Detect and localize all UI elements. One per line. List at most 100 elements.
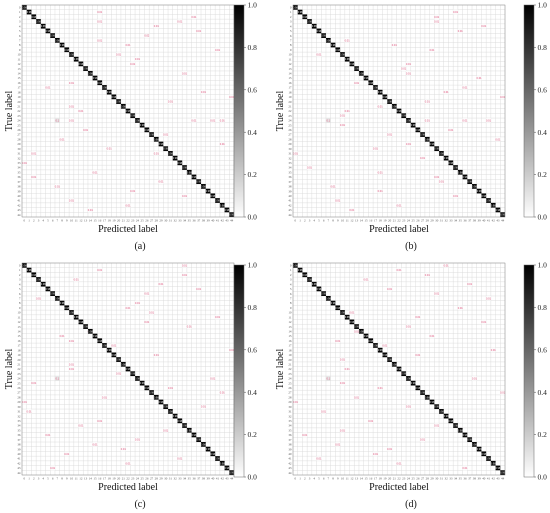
x-tick-label: 13 (355, 219, 359, 223)
cell-value-label: 0.01 (45, 433, 51, 437)
diagonal-cell (396, 108, 402, 114)
cell-value-label: 0.01 (335, 199, 341, 203)
y-tick-label: 37 (288, 438, 292, 442)
diagonal-value-label: 0.98 (145, 129, 150, 132)
y-tick-label: 19 (288, 95, 292, 99)
cell-value-label: 0.01 (462, 118, 468, 122)
cell-value-label: 0.01 (201, 405, 207, 409)
y-tick-label: 24 (17, 377, 21, 381)
diagonal-value-label: 0.98 (354, 326, 359, 329)
x-tick-label: 7 (57, 219, 59, 223)
off-diagonal-cell (406, 141, 411, 147)
off-diagonal-cell (415, 352, 421, 358)
off-diagonal-cell (420, 437, 425, 443)
x-tick-label: 2 (304, 477, 306, 481)
x-tick-label: 35 (188, 219, 192, 223)
diagonal-cell (54, 37, 60, 43)
colorbar (233, 4, 245, 218)
y-tick-label: 9 (290, 306, 292, 310)
diagonal-value-label: 0.98 (149, 134, 154, 137)
x-tick-label: 29 (159, 219, 163, 223)
x-tick-label: 32 (445, 477, 449, 481)
colorbar-tick-label: 0.4 (538, 128, 548, 137)
off-diagonal-cell (387, 446, 392, 452)
diagonal-cell (215, 456, 220, 461)
diagonal-cell (481, 193, 487, 199)
diagonal-value-label: 0.98 (406, 377, 411, 380)
cell-value-label: 0.01 (462, 85, 468, 89)
x-tick-label: 12 (79, 219, 83, 223)
diagonal-value-label: 0.98 (307, 21, 312, 24)
x-tick-label: 10 (70, 477, 74, 481)
x-tick-label: 21 (122, 477, 126, 481)
diagonal-cell (229, 470, 234, 475)
colorbar-tick-label: 0.2 (538, 170, 548, 179)
y-tick-label: 22 (17, 109, 21, 113)
y-axis-title: True label (4, 349, 15, 390)
diagonal-value-label: 0.98 (448, 420, 453, 423)
diagonal-cell (224, 465, 230, 471)
diagonal-cell (97, 338, 103, 344)
diagonal-cell (172, 155, 178, 161)
x-tick-label: 32 (174, 219, 178, 223)
diagonal-cell (102, 85, 107, 90)
off-diagonal-cell (163, 132, 169, 137)
y-tick-label: 14 (288, 71, 292, 75)
diagonal-cell (424, 136, 430, 142)
off-diagonal-cell (87, 207, 93, 213)
cell-value-label: 0.01 (500, 391, 506, 395)
x-tick-label: 30 (164, 477, 168, 481)
diagonal-value-label: 0.98 (383, 354, 388, 357)
y-tick-label: 11 (17, 315, 20, 319)
diagonal-value-label: 0.98 (416, 387, 421, 390)
off-diagonal-cell (415, 314, 421, 320)
panel-b: 0.010.010.010.010.010.010.010.010.010.01… (275, 1, 547, 252)
y-tick-label: 1 (19, 10, 21, 14)
y-tick-label: 44 (288, 213, 292, 217)
off-diagonal-cell (420, 155, 425, 161)
y-tick-label: 35 (288, 428, 292, 432)
cell-value-label: 0.01 (415, 315, 421, 319)
off-diagonal-cell (182, 263, 187, 268)
diagonal-value-label: 0.98 (206, 190, 211, 193)
cell-value-label: 0.01 (335, 339, 341, 343)
y-tick-label: 36 (17, 175, 21, 179)
y-tick-label: 28 (288, 395, 292, 399)
y-tick-label: 11 (288, 315, 291, 319)
diagonal-cell (135, 376, 140, 381)
y-tick-label: 21 (17, 362, 21, 366)
diagonal-cell (330, 42, 336, 48)
y-tick-label: 39 (288, 447, 292, 451)
off-diagonal-cell (500, 94, 505, 100)
cell-value-label: 0.01 (387, 287, 393, 291)
cell-value-label: 0.01 (182, 273, 188, 277)
off-diagonal-cell (31, 380, 37, 386)
x-tick-label: 28 (426, 477, 430, 481)
y-tick-label: 37 (288, 180, 292, 184)
off-diagonal-cell (92, 442, 98, 447)
cell-value-label: 0.01 (302, 433, 308, 437)
x-tick-label: 2 (33, 477, 35, 481)
diagonal-value-label: 0.98 (472, 185, 477, 188)
diagonal-value-label: 0.98 (112, 96, 117, 99)
x-tick-label: 39 (477, 477, 481, 481)
y-tick-label: 2 (19, 273, 21, 277)
cell-value-label: 0.01 (316, 53, 322, 57)
off-diagonal-cell (125, 460, 131, 466)
cell-value-label: 0.01 (363, 278, 369, 282)
diagonal-cell (415, 385, 421, 391)
y-tick-label: 0 (19, 6, 21, 10)
panel-label: (d) (405, 499, 417, 510)
x-tick-label: 28 (426, 219, 430, 223)
x-axis-title: Predicted label (369, 224, 429, 235)
y-tick-label: 36 (17, 433, 21, 437)
diagonal-value-label: 0.98 (354, 68, 359, 71)
off-diagonal-cell (69, 118, 74, 123)
diagonal-value-label: 0.98 (130, 373, 135, 376)
off-diagonal-cell (153, 23, 159, 29)
off-diagonal-cell (69, 103, 74, 109)
y-tick-label: 17 (288, 86, 292, 90)
cell-value-label: 0.01 (345, 367, 351, 371)
diagonal-value-label: 0.98 (481, 453, 486, 456)
diagonal-cell (64, 305, 70, 311)
